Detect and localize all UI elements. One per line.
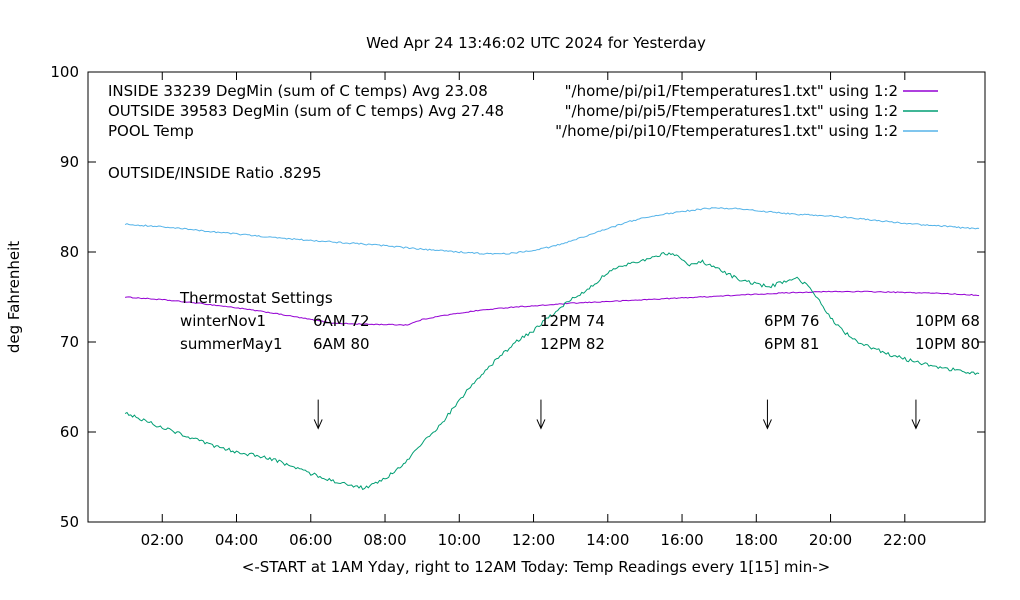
svg-text:04:00: 04:00 <box>215 531 258 549</box>
thermostat-summer-name: summerMay1 <box>180 335 283 353</box>
thermostat-winter-6am: 6AM 72 <box>313 312 370 330</box>
x-axis-label: <-START at 1AM Yday, right to 12AM Today… <box>242 558 830 576</box>
thermostat-summer-10pm: 10PM 80 <box>915 335 980 353</box>
legend-pool-label: POOL Temp <box>108 122 194 140</box>
thermostat-summer-6am: 6AM 80 <box>313 335 370 353</box>
svg-text:16:00: 16:00 <box>660 531 703 549</box>
axis-ticks <box>88 71 985 523</box>
svg-text:12:00: 12:00 <box>512 531 555 549</box>
legend-pool-file: "/home/pi/pi10/Ftemperatures1.txt" using… <box>555 122 898 140</box>
axis-tick-labels: 02:00 04:00 06:00 08:00 10:00 12:00 14:00 16:00… <box>50 63 926 549</box>
thermostat-summer-6pm: 6PM 81 <box>764 335 819 353</box>
svg-text:14:00: 14:00 <box>586 531 629 549</box>
thermostat-settings: Thermostat Settings winterNov1 6AM 72 12… <box>179 289 980 353</box>
svg-text:02:00: 02:00 <box>141 531 184 549</box>
svg-text:08:00: 08:00 <box>363 531 406 549</box>
svg-text:20:00: 20:00 <box>809 531 852 549</box>
thermostat-summer-12pm: 12PM 82 <box>540 335 605 353</box>
svg-text:100: 100 <box>50 63 79 81</box>
thermostat-winter-name: winterNov1 <box>180 312 266 330</box>
y-axis-label: deg Fahrenheit <box>5 241 23 353</box>
svg-text:50: 50 <box>60 513 79 531</box>
svg-text:22:00: 22:00 <box>883 531 926 549</box>
thermostat-winter-10pm: 10PM 68 <box>915 312 980 330</box>
legend-inside-file: "/home/pi/pi1/Ftemperatures1.txt" using … <box>565 82 898 100</box>
svg-text:70: 70 <box>60 333 79 351</box>
plot-border <box>87 71 986 523</box>
series-lines <box>124 207 980 491</box>
thermostat-heading: Thermostat Settings <box>179 289 333 307</box>
thermostat-winter-6pm: 6PM 76 <box>764 312 819 330</box>
legend: INSIDE 33239 DegMin (sum of C temps) Avg… <box>108 82 938 140</box>
svg-text:60: 60 <box>60 423 79 441</box>
svg-text:80: 80 <box>60 243 79 261</box>
legend-outside-label: OUTSIDE 39583 DegMin (sum of C temps) Av… <box>108 102 504 120</box>
thermostat-change-arrows <box>313 399 921 430</box>
svg-text:18:00: 18:00 <box>735 531 778 549</box>
chart-title: Wed Apr 24 13:46:02 UTC 2024 for Yesterd… <box>366 34 706 52</box>
legend-inside-label: INSIDE 33239 DegMin (sum of C temps) Avg… <box>108 82 488 100</box>
svg-text:90: 90 <box>60 153 79 171</box>
svg-text:06:00: 06:00 <box>289 531 332 549</box>
ratio-label: OUTSIDE/INSIDE Ratio .8295 <box>108 164 322 182</box>
svg-text:10:00: 10:00 <box>438 531 481 549</box>
legend-outside-file: "/home/pi/pi5/Ftemperatures1.txt" using … <box>565 102 898 120</box>
thermostat-winter-12pm: 12PM 74 <box>540 312 605 330</box>
